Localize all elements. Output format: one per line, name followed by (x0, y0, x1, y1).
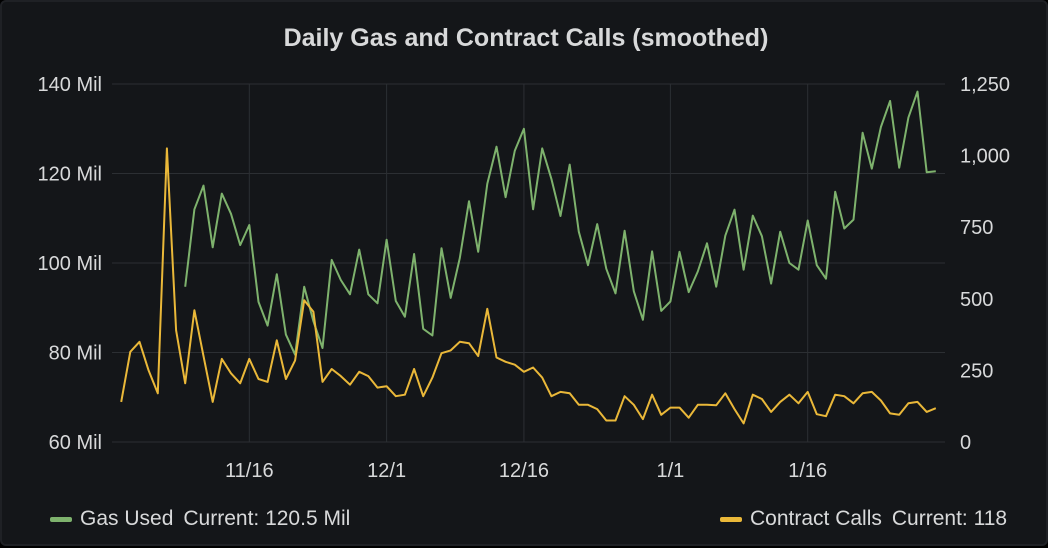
legend-current-value: 120.5 Mil (265, 507, 351, 530)
x-tick-label: 1/1 (656, 460, 684, 482)
legend-item-contract-calls[interactable]: Contract Calls Current: 118 (720, 507, 1007, 531)
contract-calls-swatch (720, 516, 742, 522)
y-right-tick-label: 1,000 (960, 146, 1010, 168)
y-axis-left-ticks: 60 Mil 80 Mil 100 Mil 120 Mil 140 Mil (38, 74, 102, 454)
x-tick-label: 11/16 (225, 460, 274, 482)
panel-title: Daily Gas and Contract Calls (smoothed) (283, 24, 769, 52)
y-left-tick-label: 60 Mil (49, 432, 102, 454)
series-line-gas-used[interactable] (184, 90, 936, 356)
legend-current-label: Current: (891, 507, 968, 530)
y-left-tick-label: 120 Mil (38, 164, 102, 186)
legend-series-name: Contract Calls (750, 507, 882, 530)
y-left-tick-label: 140 Mil (38, 74, 102, 96)
y-right-tick-label: 750 (960, 217, 993, 239)
legend-current-value: 118 (973, 507, 1008, 530)
series-line-contract-calls[interactable] (120, 147, 937, 425)
y-left-tick-label: 100 Mil (38, 253, 102, 275)
x-axis-ticks: 11/16 12/1 12/16 1/1 1/16 (225, 460, 827, 482)
y-left-tick-label: 80 Mil (49, 343, 102, 365)
grid (112, 83, 945, 443)
x-tick-label: 12/16 (499, 460, 549, 482)
y-right-tick-label: 250 (960, 360, 993, 382)
gas-used-swatch (50, 516, 72, 522)
x-tick-label: 1/16 (788, 460, 827, 482)
y-axis-right-ticks: 0 250 500 750 1,000 1,250 (960, 74, 1010, 454)
series-layer (120, 90, 937, 425)
y-right-tick-label: 500 (960, 289, 993, 311)
x-tick-label: 12/1 (367, 460, 406, 482)
legend-series-name: Gas Used (80, 507, 174, 530)
y-right-tick-label: 0 (960, 432, 971, 454)
legend-item-gas-used[interactable]: Gas Used Current: 120.5 Mil (50, 507, 350, 531)
y-right-tick-label: 1,250 (960, 74, 1010, 96)
legend-current-label: Current: (183, 507, 260, 530)
